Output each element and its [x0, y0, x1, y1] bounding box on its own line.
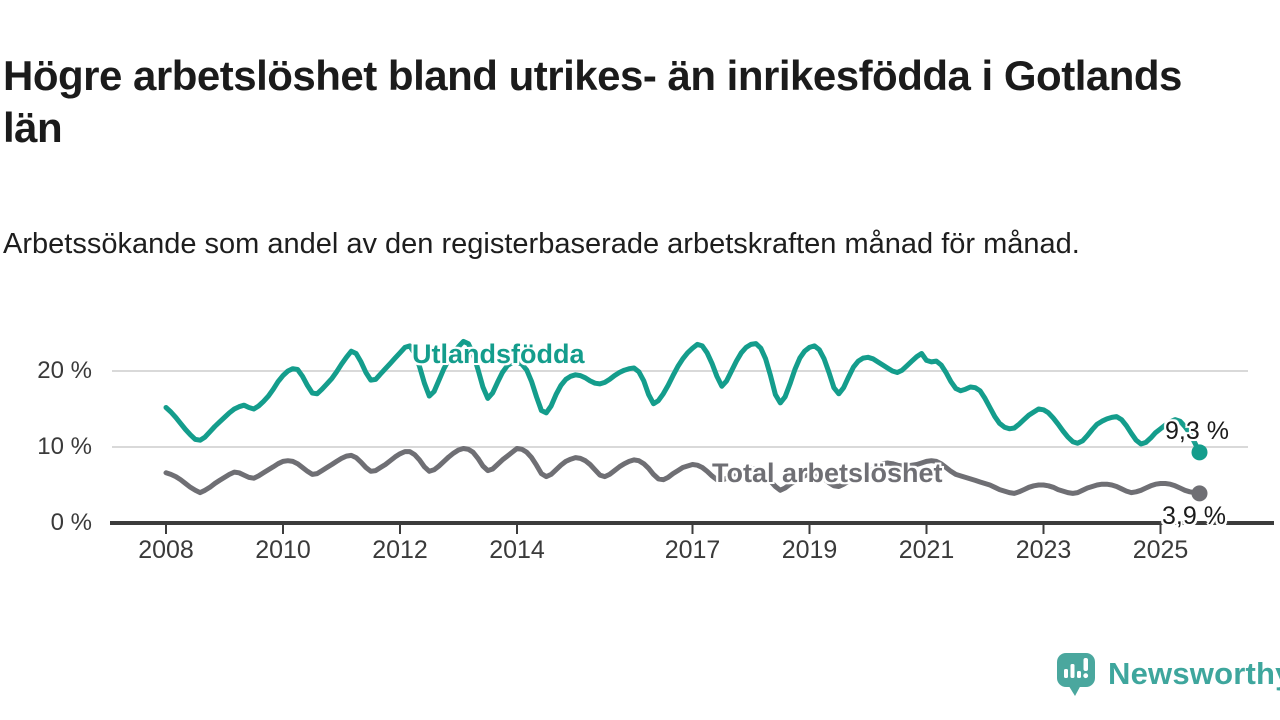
- end-value-label-utlandsfodda: 9,3 %: [1165, 417, 1229, 445]
- newsworthy-logo-text: Newsworthy: [1108, 656, 1280, 691]
- x-axis-label: 2019: [781, 536, 838, 564]
- chart-subtitle: Arbetssökande som andel av den registerb…: [3, 228, 1080, 260]
- x-axis-label: 2012: [372, 536, 428, 564]
- bar-chart-speech-bubble-icon: [1057, 653, 1095, 696]
- series-label-utlandsfodda: Utlandsfödda: [412, 339, 585, 369]
- newsworthy-logo: Newsworthy: [1054, 650, 1280, 698]
- y-axis-label: 20 %: [37, 357, 92, 384]
- page-title: Högre arbetslöshet bland utrikes- än inr…: [3, 52, 1182, 152]
- series-end-dot-0: [1191, 444, 1208, 461]
- x-axis-label: 2021: [898, 536, 955, 564]
- x-axis-label: 2014: [489, 536, 545, 564]
- x-axis-label: 2010: [255, 536, 311, 564]
- y-axis-label: 10 %: [37, 433, 92, 460]
- line-chart: [110, 338, 1274, 534]
- series-label-total-arbetsloshet: Total arbetslöshet: [712, 458, 943, 488]
- x-axis-label: 2023: [1015, 536, 1072, 564]
- series-end-dot-1: [1191, 485, 1208, 502]
- end-value-label-total: 3,9 %: [1162, 502, 1226, 530]
- series-line-0: [163, 338, 1202, 455]
- x-axis-label: 2008: [138, 536, 194, 564]
- series-line-1: [163, 446, 1202, 496]
- x-axis-label: 2017: [664, 536, 721, 564]
- x-axis-label: 2025: [1132, 536, 1189, 564]
- y-axis-label: 0 %: [50, 509, 92, 536]
